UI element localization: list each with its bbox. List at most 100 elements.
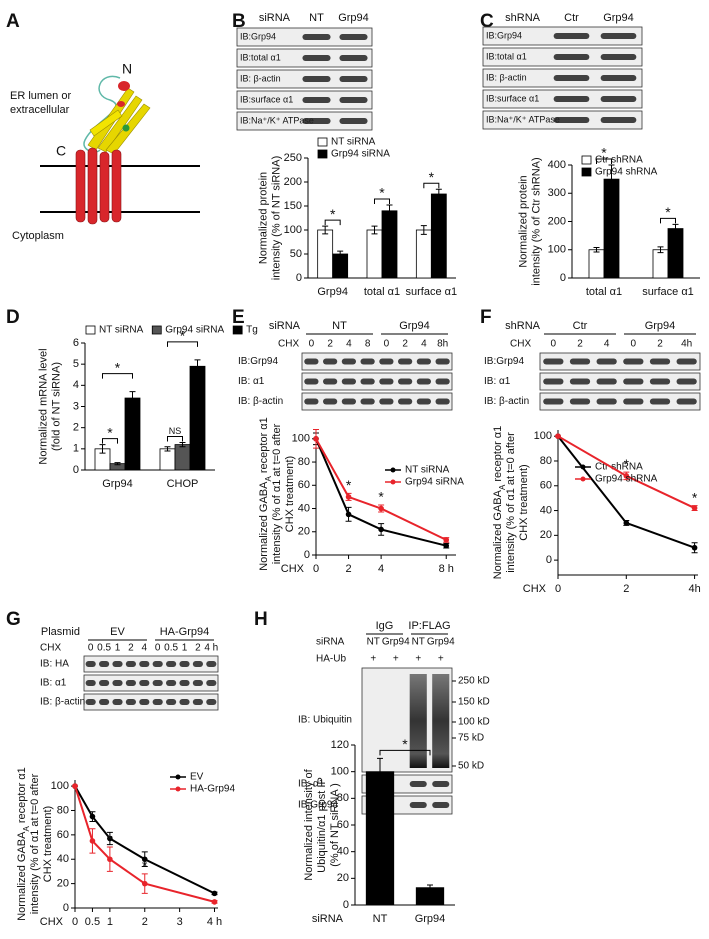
blot-row-label: IB: Ubiquitin — [298, 715, 352, 726]
y-tick-label: 60 — [298, 479, 310, 491]
error-bar — [435, 188, 442, 200]
blot-row-label: IB: β-actin — [484, 396, 529, 407]
y-tick-label: 60 — [540, 480, 552, 492]
series-line — [315, 438, 447, 541]
lane-label: Grp94 — [427, 637, 455, 648]
lane-label: NT — [367, 637, 380, 648]
y-tick-label: 300 — [548, 187, 566, 199]
error-bar — [657, 246, 664, 254]
y-tick-label: 40 — [298, 502, 310, 514]
y-tick-label: 0 — [343, 899, 349, 911]
lane-label: + — [393, 654, 399, 665]
band — [139, 661, 150, 667]
band — [339, 34, 368, 40]
error-bar — [593, 246, 600, 253]
lane-label: 4 — [421, 339, 427, 350]
band — [166, 680, 177, 686]
panel-label: H — [254, 609, 268, 630]
annotation: * — [142, 858, 148, 874]
lane-row-label: siRNA — [316, 637, 345, 648]
y-tick-label: 40 — [540, 504, 552, 516]
data-point — [211, 899, 218, 905]
band — [304, 378, 319, 385]
blot-row-label: IB: α1 — [484, 376, 511, 387]
mw-marker: 250 kD — [458, 676, 490, 687]
lane-label: 4 — [346, 339, 352, 350]
mw-marker: 100 kD — [458, 717, 490, 728]
x-tick-label: 4h — [688, 583, 700, 595]
band — [206, 661, 217, 667]
annotation: * — [402, 736, 408, 752]
blot-row-label: IB: α1 — [298, 779, 325, 790]
band — [360, 358, 375, 365]
band — [553, 96, 590, 102]
error-bar — [371, 225, 378, 235]
band — [649, 398, 671, 405]
data-point — [691, 544, 698, 551]
blot-group-label: EV — [110, 626, 125, 638]
data-point — [345, 511, 352, 518]
n-terminus-label: N — [122, 61, 132, 77]
band — [600, 75, 637, 81]
band — [302, 34, 331, 40]
y-tick-label: 80 — [337, 792, 349, 804]
y-tick-label: 5 — [73, 358, 79, 370]
data-point — [345, 494, 352, 500]
band — [553, 33, 590, 39]
lane-label: 2 — [128, 643, 134, 654]
band — [600, 33, 637, 39]
legend-swatch — [581, 167, 592, 177]
mw-marker: 50 kD — [458, 761, 484, 772]
data-point — [313, 436, 319, 442]
lane-label: 2 — [195, 643, 201, 654]
error-bar — [386, 204, 393, 218]
error-bar — [114, 462, 121, 466]
band — [139, 680, 150, 686]
bar — [652, 249, 669, 279]
lane-label: 0 — [155, 643, 161, 654]
mw-marker: 150 kD — [458, 697, 490, 708]
band — [676, 378, 697, 385]
protein-structure — [40, 75, 200, 225]
annotation: * — [665, 204, 671, 220]
y-axis-label: (% of NT siRNA ) — [329, 783, 341, 867]
blot-row-label: IB: β-actin — [240, 73, 281, 83]
blot-frame — [301, 372, 453, 391]
y-axis-label-subscript: A — [264, 476, 273, 482]
band — [360, 378, 375, 385]
y-tick-label: 80 — [57, 804, 69, 816]
data-point — [72, 783, 78, 789]
y-axis-label-part: Normalized GABA — [16, 831, 28, 921]
band — [179, 680, 190, 686]
lane-label: Grp94 — [382, 637, 410, 648]
bar — [174, 444, 191, 471]
legend-swatch-point — [175, 786, 181, 792]
x-axis-label: CHX — [523, 583, 547, 595]
significance-bracket — [596, 158, 612, 164]
y-tick-label: 100 — [331, 766, 349, 778]
band — [398, 358, 413, 365]
panel-label: F — [480, 307, 492, 328]
y-tick-label: 20 — [57, 878, 69, 890]
band — [649, 358, 671, 365]
error-bar — [164, 446, 171, 452]
ubiquitin-smear — [432, 674, 450, 768]
error-bar — [427, 884, 433, 891]
lane-label: 4 h — [204, 643, 218, 654]
band — [179, 699, 190, 705]
significance-bracket — [374, 198, 390, 205]
lane-row-label: HA-Ub — [316, 654, 346, 665]
y-axis-label: CHX treatment) — [284, 456, 296, 532]
cytoplasm-label: Cytoplasm — [12, 230, 64, 242]
band — [341, 398, 356, 405]
lane-label: + — [370, 654, 376, 665]
band — [125, 661, 136, 667]
y-axis-label: CHX treatment) — [42, 806, 54, 882]
lane-row-label: CHX — [40, 643, 61, 654]
y-axis-label: intensity (% of Ctr shRNA) — [530, 157, 542, 285]
lane-label: 4 — [604, 339, 610, 350]
error-bar — [194, 359, 201, 374]
x-axis-label: siRNA — [312, 913, 344, 925]
annotation: * — [107, 424, 113, 440]
y-axis-label-subscript: A — [498, 484, 507, 490]
